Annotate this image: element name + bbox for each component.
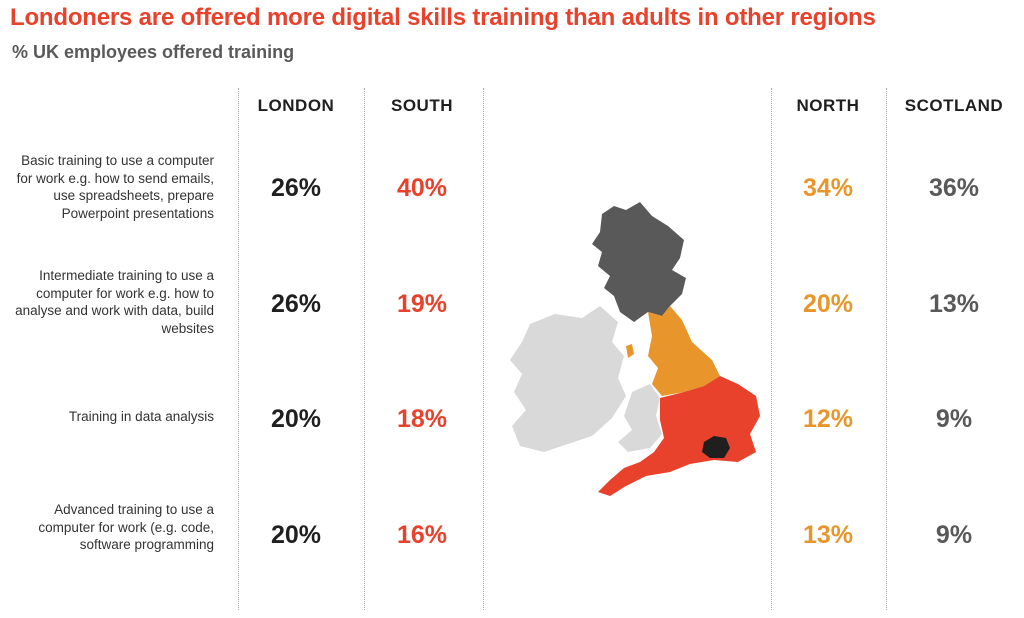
column-header-scotland: SCOTLAND	[904, 96, 1004, 115]
north-shape	[648, 306, 720, 396]
row-label-data-analysis: Training in data analysis	[68, 409, 214, 424]
value-london-row-2: 26%	[270, 290, 322, 318]
london-shape	[702, 436, 730, 458]
column-header-north: NORTH	[796, 96, 860, 115]
row-label-advanced: Advanced training to use a computer for …	[38, 502, 214, 552]
value-south-row-2: 19%	[396, 290, 448, 318]
column-header-south: SOUTH	[391, 96, 453, 115]
value-north-row-3: 12%	[802, 405, 854, 433]
column-header-london: LONDON	[257, 96, 335, 115]
value-london-row-4: 20%	[270, 521, 322, 549]
value-north-row-1: 34%	[802, 174, 854, 202]
value-london-row-1: 26%	[270, 174, 322, 202]
isle-of-man-shape	[626, 344, 634, 358]
ireland-shape	[510, 306, 626, 452]
divider-2	[364, 88, 365, 610]
divider-5	[886, 88, 887, 610]
uk-regions-map-icon	[500, 196, 770, 506]
value-scotland-row-1: 36%	[928, 174, 980, 202]
divider-3	[483, 88, 484, 610]
row-label-intermediate: Intermediate training to use a computer …	[15, 268, 214, 336]
row-label-basic: Basic training to use a computer for wor…	[16, 153, 214, 221]
south-shape	[598, 376, 760, 496]
value-london-row-3: 20%	[270, 405, 322, 433]
value-north-row-2: 20%	[802, 290, 854, 318]
value-north-row-4: 13%	[802, 521, 854, 549]
divider-1	[238, 88, 239, 610]
wales-shape	[618, 384, 662, 452]
value-south-row-4: 16%	[396, 521, 448, 549]
chart-title: Londoners are offered more digital skill…	[10, 4, 876, 31]
value-south-row-1: 40%	[396, 174, 448, 202]
value-scotland-row-4: 9%	[935, 521, 973, 549]
divider-4	[771, 88, 772, 610]
scotland-shape	[592, 202, 686, 322]
value-south-row-3: 18%	[396, 405, 448, 433]
value-scotland-row-3: 9%	[935, 405, 973, 433]
value-scotland-row-2: 13%	[928, 290, 980, 318]
chart-subtitle: % UK employees offered training	[12, 42, 295, 62]
